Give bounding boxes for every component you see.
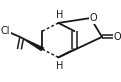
Text: H: H (56, 10, 63, 20)
Text: Cl: Cl (1, 26, 10, 36)
Text: O: O (114, 32, 121, 42)
Polygon shape (22, 38, 44, 50)
Text: O: O (90, 13, 97, 23)
Text: H: H (56, 61, 63, 71)
